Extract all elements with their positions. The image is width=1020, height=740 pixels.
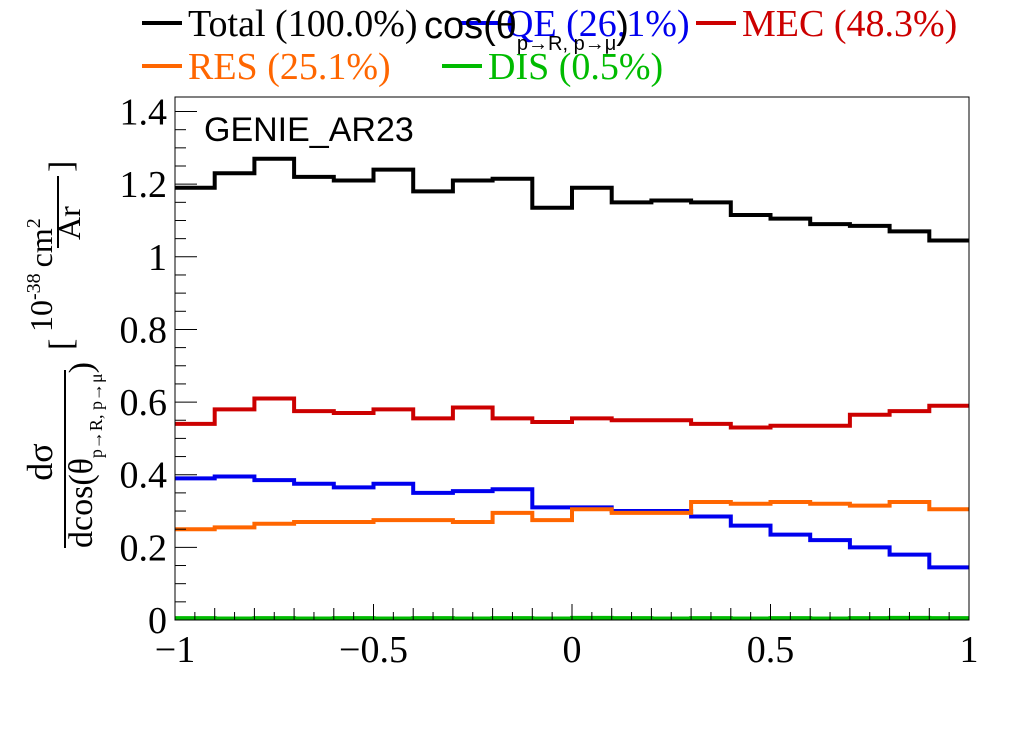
series-line — [175, 396, 969, 430]
y-tick-label: 0.4 — [120, 455, 168, 497]
ylabel-numerator: dσ — [20, 443, 60, 480]
ylabel-unit-bracket-open: [ — [43, 339, 80, 350]
x-tick-label: −0.5 — [339, 629, 408, 671]
chart-title: cos(θp→R, p→μ) — [424, 5, 629, 55]
legend-label: RES (25.1%) — [188, 46, 391, 88]
series-1 — [175, 474, 969, 570]
y-tick-label: 0.6 — [120, 382, 168, 424]
series-2 — [175, 396, 969, 430]
annotation: GENIE_AR23 — [204, 111, 414, 149]
y-axis-label: dσ dcos(θp→R, p→μ) [10-38cm2 Ar] — [20, 161, 106, 548]
x-tick-label: −1 — [155, 629, 195, 671]
legend-label: Total (100.0%) — [188, 3, 418, 45]
legend-label: MEC (48.3%) — [742, 3, 957, 45]
legend-item: RES (25.1%) — [142, 46, 391, 88]
series-line — [175, 499, 969, 532]
x-tick-label: 1 — [960, 629, 979, 671]
legend: Total (100.0%) QE (26.1%) MEC (48.3%) RES (… — [142, 3, 957, 88]
axes: 0 0.2 0.4 0.6 0.8 1 1.2 1.4 −1 −0.5 0 0.5 1 — [120, 92, 979, 671]
series-layer — [175, 156, 969, 621]
series-0 — [175, 156, 969, 243]
y-tick-label: 0 — [148, 600, 167, 642]
legend-item: DIS (0.5%) — [442, 46, 663, 88]
legend-item: MEC (48.3%) — [696, 3, 957, 45]
labels: cos(θp→R, p→μ) GENIE_AR23 dσ dcos(θp→R, p→μ… — [20, 5, 629, 548]
ylabel-unit-denominator: Ar — [51, 206, 87, 240]
x-tick-label: 0.5 — [747, 629, 795, 671]
series-line — [175, 474, 969, 570]
ylabel-unit-bracket-close: ] — [43, 161, 80, 172]
legend-item: Total (100.0%) — [142, 3, 418, 45]
legend-label: QE (26.1%) — [506, 3, 690, 45]
y-tick-label: 1.4 — [120, 92, 168, 134]
ylabel-unit: 10-38cm2 — [23, 218, 59, 332]
legend-label: DIS (0.5%) — [488, 46, 663, 88]
y-tick-label: 0.8 — [120, 309, 168, 351]
ylabel-denominator: dcos(θp→R, p→μ) — [63, 362, 106, 548]
series-line — [175, 156, 969, 243]
legend-item: QE (26.1%) — [460, 3, 690, 45]
x-tick-label: 0 — [563, 629, 582, 671]
series-3 — [175, 499, 969, 532]
y-tick-label: 0.2 — [120, 527, 168, 569]
y-tick-label: 1.2 — [120, 164, 168, 206]
y-tick-label: 1 — [148, 237, 167, 279]
